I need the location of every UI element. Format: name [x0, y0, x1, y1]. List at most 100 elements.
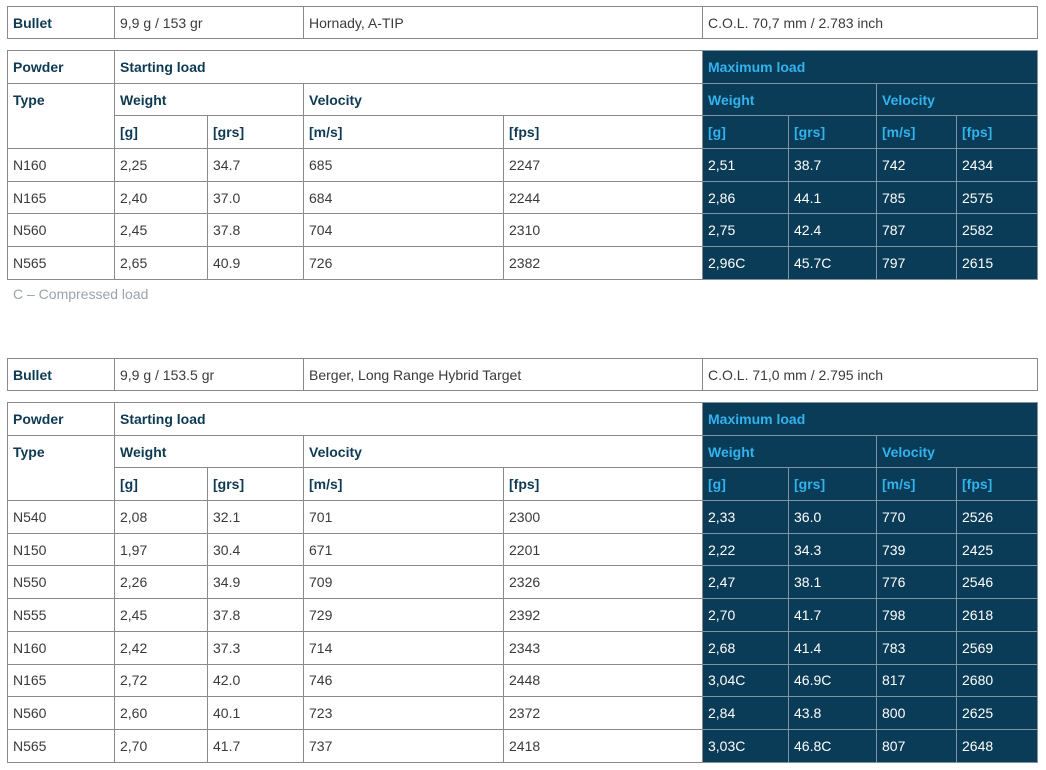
start-weight-grs-cell: 37.3 — [207, 630, 304, 665]
start-velocity-fps-cell: 2392 — [503, 598, 703, 632]
load-data-block-2: Bullet 9,9 g / 153.5 gr Berger, Long Ran… — [7, 358, 1038, 763]
table-row: N565 2,65 40.9 726 2382 2,96C 45.7C 797 2615 — [7, 246, 1038, 280]
powder-type-cell: N160 — [7, 630, 115, 665]
unit-grs: [grs] — [207, 115, 304, 150]
start-weight-grs-cell: 42.0 — [207, 663, 304, 698]
max-velocity-ms-cell: 783 — [876, 630, 957, 665]
max-unit-ms: [m/s] — [876, 467, 957, 502]
max-velocity-ms-cell: 800 — [876, 696, 957, 730]
start-weight-g-cell: 2,70 — [114, 728, 208, 763]
start-velocity-fps-cell: 2244 — [503, 180, 703, 215]
powder-header: Powder — [7, 50, 115, 84]
max-velocity-fps-cell: 2569 — [956, 630, 1038, 665]
bullet-col: C.O.L. 71,0 mm / 2.795 inch — [702, 358, 1038, 391]
max-velocity-fps-cell: 2680 — [956, 663, 1038, 698]
powder-type-cell: N540 — [7, 500, 115, 534]
powder-type-cell: N165 — [7, 663, 115, 698]
start-velocity-ms-cell: 746 — [303, 663, 504, 698]
max-unit-fps: [fps] — [956, 115, 1038, 150]
max-velocity-fps-cell: 2618 — [956, 598, 1038, 632]
powder-type-cell: N560 — [7, 213, 115, 248]
max-weight-grs-cell: 41.7 — [788, 598, 877, 632]
max-weight-g-cell: 3,04C — [702, 663, 789, 698]
start-weight-grs-cell: 37.8 — [207, 213, 304, 248]
start-velocity-fps-cell: 2382 — [503, 246, 703, 280]
table-row: N565 2,70 41.7 737 2418 3,03C 46.8C 807 2648 — [7, 728, 1038, 763]
max-weight-g-cell: 2,96C — [702, 246, 789, 280]
bullet-row: Bullet 9,9 g / 153.5 gr Berger, Long Ran… — [7, 358, 1038, 391]
bullet-col: C.O.L. 70,7 mm / 2.783 inch — [702, 6, 1038, 39]
bullet-weight: 9,9 g / 153 gr — [114, 6, 304, 39]
max-weight-grs-cell: 46.9C — [788, 663, 877, 698]
start-velocity-ms-cell: 709 — [303, 565, 504, 600]
bullet-label: Bullet — [7, 6, 115, 39]
table-row: N160 2,42 37.3 714 2343 2,68 41.4 783 2569 — [7, 630, 1038, 665]
start-velocity-ms-cell: 729 — [303, 598, 504, 632]
start-weight-header: Weight — [114, 434, 304, 469]
max-weight-g-cell: 2,47 — [702, 565, 789, 600]
max-velocity-ms-cell: 770 — [876, 500, 957, 534]
max-weight-g-cell: 2,22 — [702, 532, 789, 567]
max-unit-ms: [m/s] — [876, 115, 957, 150]
starting-load-header: Starting load — [114, 402, 703, 436]
powder-type-cell: N565 — [7, 246, 115, 280]
max-velocity-fps-cell: 2648 — [956, 728, 1038, 763]
max-velocity-fps-cell: 2625 — [956, 696, 1038, 730]
powder-type-cell: N150 — [7, 532, 115, 567]
max-weight-g-cell: 3,03C — [702, 728, 789, 763]
max-weight-g-cell: 2,86 — [702, 180, 789, 215]
max-velocity-ms-cell: 798 — [876, 598, 957, 632]
powder-type-cell: N165 — [7, 180, 115, 215]
unit-fps: [fps] — [503, 467, 703, 502]
start-velocity-ms-cell: 737 — [303, 728, 504, 763]
powder-header: Powder — [7, 402, 115, 436]
start-velocity-fps-cell: 2418 — [503, 728, 703, 763]
start-weight-g-cell: 2,45 — [114, 598, 208, 632]
load-table: Powder Starting load Maximum load Type W… — [7, 50, 1038, 280]
start-weight-grs-cell: 34.9 — [207, 565, 304, 600]
max-velocity-ms-cell: 807 — [876, 728, 957, 763]
start-weight-g-cell: 2,25 — [114, 148, 208, 182]
start-velocity-fps-cell: 2201 — [503, 532, 703, 567]
powder-type-cell: N160 — [7, 148, 115, 182]
max-velocity-ms-cell: 787 — [876, 213, 957, 248]
bullet-name: Hornady, A-TIP — [303, 6, 703, 39]
table-row: N165 2,72 42.0 746 2448 3,04C 46.9C 817 2680 — [7, 663, 1038, 698]
maximum-load-header: Maximum load — [702, 402, 1038, 436]
start-velocity-ms-cell: 723 — [303, 696, 504, 730]
max-weight-grs-cell: 41.4 — [788, 630, 877, 665]
start-velocity-ms-cell: 704 — [303, 213, 504, 248]
max-unit-fps: [fps] — [956, 467, 1038, 502]
header-row-1: Powder Starting load Maximum load — [7, 402, 1038, 436]
start-weight-g-cell: 2,40 — [114, 180, 208, 215]
start-velocity-fps-cell: 2300 — [503, 500, 703, 534]
max-weight-grs-cell: 34.3 — [788, 532, 877, 567]
table-row: N165 2,40 37.0 684 2244 2,86 44.1 785 2575 — [7, 180, 1038, 215]
load-table: Powder Starting load Maximum load Type W… — [7, 402, 1038, 763]
table-row: N160 2,25 34.7 685 2247 2,51 38.7 742 2434 — [7, 148, 1038, 182]
start-weight-grs-cell: 32.1 — [207, 500, 304, 534]
max-velocity-fps-cell: 2425 — [956, 532, 1038, 567]
start-weight-grs-cell: 34.7 — [207, 148, 304, 182]
start-weight-grs-cell: 37.0 — [207, 180, 304, 215]
max-velocity-fps-cell: 2546 — [956, 565, 1038, 600]
maximum-load-header: Maximum load — [702, 50, 1038, 84]
powder-type-cell: N565 — [7, 728, 115, 763]
start-weight-grs-cell: 30.4 — [207, 532, 304, 567]
start-weight-g-cell: 2,72 — [114, 663, 208, 698]
max-velocity-ms-cell: 797 — [876, 246, 957, 280]
table-row: N555 2,45 37.8 729 2392 2,70 41.7 798 2618 — [7, 598, 1038, 632]
unit-row: [g] [grs] [m/s] [fps] [g] [grs] [m/s] [f… — [8, 467, 1038, 502]
max-weight-grs-cell: 45.7C — [788, 246, 877, 280]
bullet-name: Berger, Long Range Hybrid Target — [303, 358, 703, 391]
max-velocity-fps-cell: 2526 — [956, 500, 1038, 534]
start-velocity-ms-cell: 714 — [303, 630, 504, 665]
powder-type-cell: N560 — [7, 696, 115, 730]
max-weight-g-cell: 2,68 — [702, 630, 789, 665]
max-velocity-ms-cell: 739 — [876, 532, 957, 567]
unit-row: [g] [grs] [m/s] [fps] [g] [grs] [m/s] [f… — [8, 115, 1038, 150]
max-unit-grs: [grs] — [788, 115, 877, 150]
start-velocity-ms-cell: 671 — [303, 532, 504, 567]
max-weight-grs-cell: 44.1 — [788, 180, 877, 215]
header-row-2: Type Weight Velocity Weight Velocity — [7, 434, 1038, 502]
